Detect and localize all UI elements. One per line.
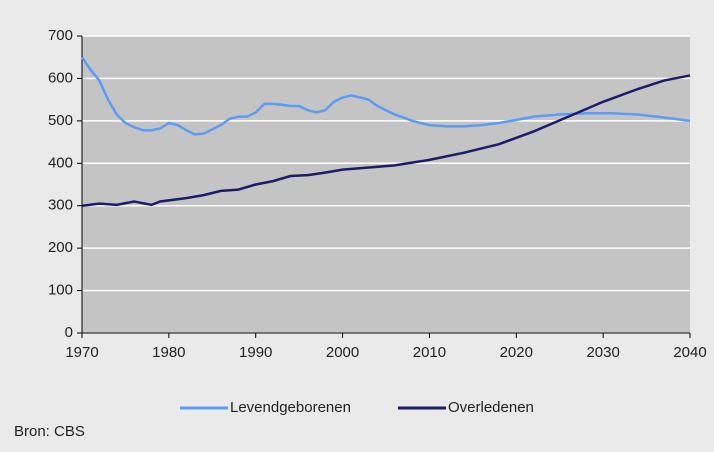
x-tick-label: 2010 bbox=[413, 344, 446, 361]
line bbox=[81, 74, 691, 207]
x-tick-label: 2000 bbox=[326, 344, 359, 361]
y-tick-label: 500 bbox=[48, 112, 73, 129]
y-tick-label: 100 bbox=[48, 282, 73, 299]
legend-label: Overledenen bbox=[448, 399, 534, 416]
x-tick-label: 1970 bbox=[65, 344, 98, 361]
y-tick-label: 200 bbox=[48, 239, 73, 256]
plot-area bbox=[82, 36, 690, 333]
y-tick-label: 0 bbox=[65, 324, 73, 341]
y-tick-label: 400 bbox=[48, 154, 73, 171]
x-tick-label: 2040 bbox=[673, 344, 706, 361]
source: Bron: CBS bbox=[14, 423, 85, 440]
x-tick-label: 1990 bbox=[239, 344, 272, 361]
x-tick-label: 2020 bbox=[500, 344, 533, 361]
line bbox=[80, 56, 691, 136]
legend-label: Levendgeborenen bbox=[230, 399, 351, 416]
y-tick-label: 300 bbox=[48, 197, 73, 214]
x-tick-label: 1980 bbox=[152, 344, 185, 361]
y-tick-label: 700 bbox=[48, 27, 73, 44]
y-tick-label: 600 bbox=[48, 69, 73, 86]
x-tick-label: 2030 bbox=[586, 344, 619, 361]
